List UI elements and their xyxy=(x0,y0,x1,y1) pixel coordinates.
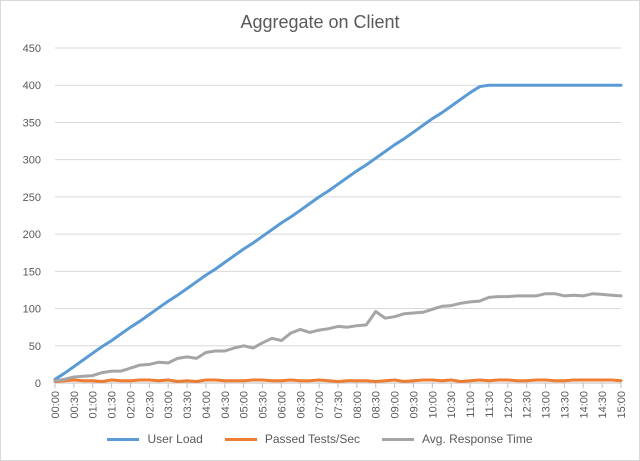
y-tick-label: 400 xyxy=(23,80,41,92)
x-tick-label: 12:00 xyxy=(503,391,515,419)
y-tick-label: 100 xyxy=(23,304,41,316)
x-tick-label: 08:00 xyxy=(352,391,364,419)
series-layer xyxy=(53,83,623,383)
x-axis-ticks: 00:00 00:30 01:00 01:30 02:00 02:30 03:00 03:30… xyxy=(50,383,628,419)
x-tick-label: 05:30 xyxy=(258,391,270,419)
legend: User Load Passed Tests/Sec Avg. Response T… xyxy=(0,432,640,446)
grid-layer xyxy=(55,47,621,384)
x-tick-label: 03:00 xyxy=(163,391,175,419)
x-tick-label: 00:00 xyxy=(50,391,62,419)
x-tick-label: 05:00 xyxy=(239,391,251,419)
y-tick-label: 450 xyxy=(23,43,41,55)
legend-label: Avg. Response Time xyxy=(422,432,533,446)
x-tick-label: 08:30 xyxy=(371,391,383,419)
x-tick-label: 13:30 xyxy=(559,391,571,419)
legend-swatch xyxy=(224,437,257,441)
x-tick-label: 14:00 xyxy=(578,391,590,419)
x-tick-label: 02:00 xyxy=(125,391,137,419)
x-tick-label: 13:00 xyxy=(541,391,553,419)
x-tick-label: 12:30 xyxy=(522,391,534,419)
x-tick-label: 06:00 xyxy=(276,391,288,419)
y-tick-label: 200 xyxy=(23,229,41,241)
x-tick-label: 11:30 xyxy=(484,391,496,418)
x-tick-label: 07:30 xyxy=(333,391,345,419)
x-tick-label: 01:00 xyxy=(88,391,100,419)
legend-item: Passed Tests/Sec xyxy=(224,432,361,446)
series-line-user-load xyxy=(53,83,623,381)
x-tick-label: 10:30 xyxy=(446,391,458,419)
x-tick-label: 03:30 xyxy=(182,391,194,419)
x-tick-label: 09:30 xyxy=(408,391,420,419)
x-tick-label: 00:30 xyxy=(69,391,81,419)
y-tick-label: 0 xyxy=(35,378,41,390)
x-tick-label: 09:00 xyxy=(390,391,402,419)
x-tick-label: 02:30 xyxy=(144,391,156,419)
legend-item: User Load xyxy=(107,432,203,446)
x-tick-label: 14:30 xyxy=(597,391,609,419)
y-tick-label: 150 xyxy=(23,266,41,278)
chart-title: Aggregate on Client xyxy=(240,12,400,32)
x-tick-label: 01:30 xyxy=(107,391,119,419)
legend-label: User Load xyxy=(147,432,203,446)
x-tick-label: 04:30 xyxy=(220,391,232,419)
legend-label: Passed Tests/Sec xyxy=(264,432,361,446)
y-tick-label: 50 xyxy=(29,341,41,353)
x-tick-label: 06:30 xyxy=(295,391,307,419)
x-tick-label: 07:00 xyxy=(314,391,326,419)
x-tick-label: 11:00 xyxy=(465,391,477,418)
legend-swatch xyxy=(107,437,140,441)
y-axis-ticks: 0 50 100 150 200 250 300 350 400 450 xyxy=(23,43,41,390)
x-tick-label: 15:00 xyxy=(616,391,628,419)
x-tick-label: 10:00 xyxy=(427,391,439,419)
legend-swatch xyxy=(382,437,415,441)
series-line-avg-response-time xyxy=(53,292,623,383)
y-tick-label: 350 xyxy=(23,117,41,129)
y-tick-label: 300 xyxy=(23,155,41,167)
y-tick-label: 250 xyxy=(23,192,41,204)
series-line-passed-tests-sec xyxy=(53,378,623,383)
legend-item: Avg. Response Time xyxy=(382,432,533,446)
x-tick-label: 04:00 xyxy=(201,391,213,419)
